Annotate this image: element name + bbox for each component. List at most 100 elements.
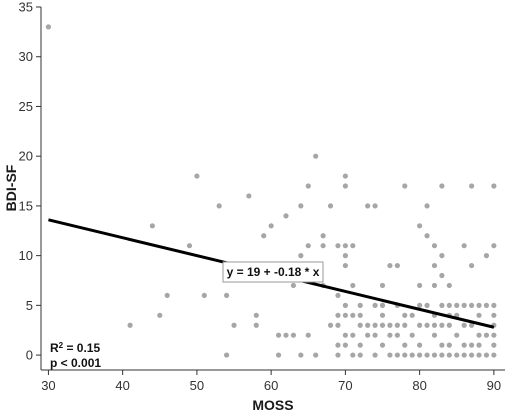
data-point (342, 332, 348, 338)
data-point (157, 312, 163, 318)
data-point (372, 322, 378, 328)
data-point (387, 262, 393, 269)
data-point (357, 352, 363, 358)
data-point (320, 243, 326, 249)
data-point (327, 203, 334, 209)
data-point (350, 312, 356, 318)
data-point (476, 302, 482, 308)
x-tick-label: 50 (190, 378, 204, 393)
x-axis-title: MOSS (252, 397, 293, 413)
data-point (327, 322, 334, 328)
data-point (417, 223, 423, 229)
data-point (342, 243, 348, 249)
data-point (402, 322, 408, 328)
x-tick-label: 60 (264, 378, 278, 393)
p-value-label: p < 0.001 (50, 356, 101, 370)
y-axis-title: BDI-SF (3, 164, 19, 211)
data-point (357, 322, 363, 328)
data-point (468, 302, 475, 308)
data-point (461, 302, 467, 308)
data-point (424, 322, 430, 328)
data-point (305, 243, 311, 249)
data-point (446, 282, 452, 289)
data-point (491, 352, 497, 358)
y-tick-label: 35 (19, 0, 33, 15)
data-point (224, 352, 230, 358)
data-point (342, 302, 348, 308)
data-point (409, 352, 415, 358)
data-point (357, 312, 363, 318)
data-point (439, 183, 445, 189)
data-point (253, 322, 259, 328)
data-point (439, 253, 445, 259)
data-point (275, 352, 282, 358)
data-point (417, 322, 423, 328)
x-tick-label: 40 (115, 378, 129, 393)
data-point (305, 332, 311, 338)
data-point (298, 253, 304, 259)
data-point (357, 342, 363, 348)
data-point (461, 322, 467, 328)
data-point (387, 322, 393, 328)
data-point (431, 282, 438, 289)
y-tick-label: 30 (19, 49, 33, 64)
data-point (261, 233, 267, 239)
data-point (387, 352, 393, 358)
data-point (431, 332, 438, 338)
data-point (402, 352, 408, 358)
data-point (253, 312, 259, 318)
data-point (446, 302, 452, 308)
data-point (439, 322, 445, 328)
data-point (417, 302, 423, 308)
data-point (491, 332, 497, 338)
y-tick-label: 5 (26, 298, 33, 313)
r-squared-label: R2 = 0.15 (50, 341, 100, 356)
data-point (379, 312, 386, 318)
data-points (45, 24, 497, 358)
y-axis-ticks: 0 5 10 15 20 25 30 35 (19, 0, 41, 363)
data-point (491, 312, 497, 318)
data-point (468, 183, 475, 189)
data-point (350, 243, 356, 249)
data-point (446, 342, 452, 348)
y-tick-label: 0 (26, 348, 33, 363)
data-point (483, 332, 490, 338)
x-tick-label: 80 (412, 378, 426, 393)
data-point (194, 173, 200, 179)
data-point (454, 352, 460, 358)
data-point (491, 302, 497, 308)
data-point (439, 342, 445, 348)
data-point (365, 322, 371, 328)
y-tick-label: 15 (19, 198, 33, 213)
data-point (365, 332, 371, 338)
y-tick-label: 20 (19, 149, 33, 164)
data-point (246, 193, 252, 199)
data-point (372, 203, 378, 209)
equation-box (222, 261, 324, 283)
data-point (379, 322, 386, 328)
data-point (335, 342, 341, 348)
data-point (446, 352, 452, 358)
data-point (461, 342, 467, 348)
data-point (335, 243, 341, 249)
data-point (394, 262, 400, 269)
data-point (439, 272, 445, 279)
data-point (424, 233, 430, 239)
data-point (476, 342, 482, 348)
y-tick-label: 10 (19, 248, 33, 263)
data-point (394, 352, 400, 358)
data-point (454, 302, 460, 308)
data-point (313, 352, 319, 358)
data-point (342, 253, 348, 259)
x-tick-label: 90 (487, 378, 501, 393)
data-point (394, 332, 400, 338)
data-point (231, 322, 237, 328)
data-point (342, 312, 348, 318)
data-point (476, 352, 482, 358)
data-point (201, 292, 207, 299)
data-point (402, 312, 408, 318)
data-point (483, 352, 490, 358)
data-point (409, 312, 415, 318)
